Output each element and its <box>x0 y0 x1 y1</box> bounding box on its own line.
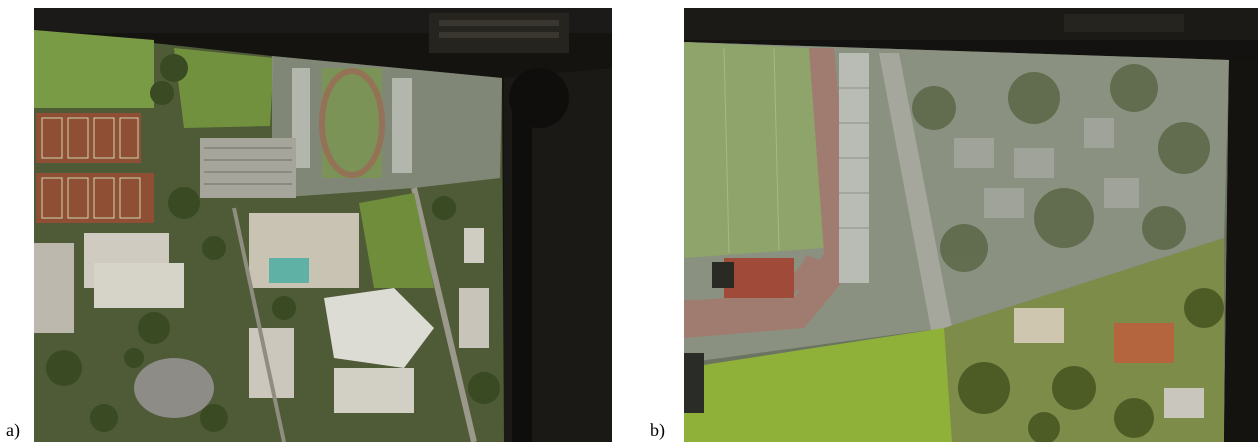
photo-panel-a <box>34 8 612 442</box>
projected-aerial-zoomed-image <box>684 8 1258 442</box>
projected-aerial-campus-image <box>34 8 612 442</box>
panel-label-b: b) <box>650 420 665 440</box>
panel-label-a: a) <box>6 420 20 440</box>
photo-panel-b <box>684 8 1258 442</box>
